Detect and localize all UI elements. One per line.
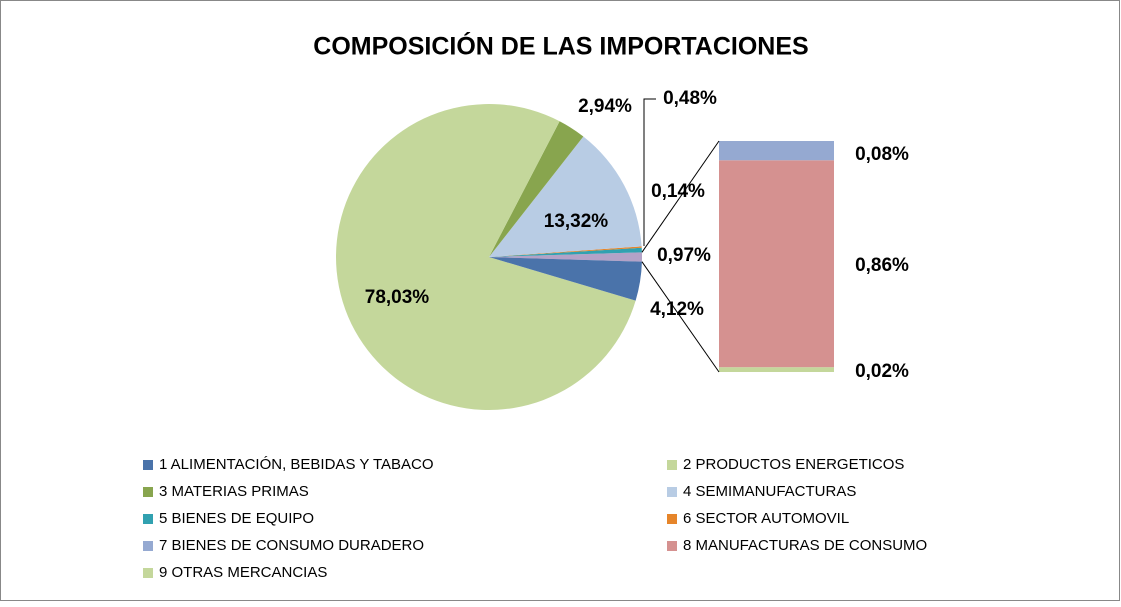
pie-slice [489,136,642,257]
pie-slice [489,252,642,262]
legend-swatch [143,460,153,470]
data-label: 0,08% [855,144,909,165]
data-label: 0,97% [657,245,711,266]
legend-swatch [143,514,153,524]
legend-swatch [667,460,677,470]
legend-label: 5 BIENES DE EQUIPO [159,510,314,527]
connector [641,261,720,373]
legend-label: 8 MANUFACTURAS DE CONSUMO [683,537,927,554]
legend-swatch [667,514,677,524]
data-label: 0,02% [855,361,909,382]
legend-label: 2 PRODUCTOS ENERGETICOS [683,456,904,473]
leader-line [643,98,656,246]
pie-slice [489,121,584,257]
chart-title: COMPOSICIÓN DE LAS IMPORTACIONES [313,31,808,61]
legend-label: 4 SEMIMANUFACTURAS [683,483,856,500]
legend-label: 7 BIENES DE CONSUMO DURADERO [159,537,424,554]
bar-segment [719,141,834,161]
legend-swatch [667,541,677,551]
legend-swatch [143,487,153,497]
bar-segment [719,160,834,368]
legend-swatch [143,541,153,551]
pie-slice [489,247,642,257]
pie-slice [489,246,642,257]
legend-swatch [143,568,153,578]
legend-label: 1 ALIMENTACIÓN, BEBIDAS Y TABACO [159,456,434,473]
legend-label: 9 OTRAS MERCANCIAS [159,564,327,581]
data-label: 0,48% [663,88,717,109]
data-label: 4,12% [650,299,704,320]
data-label: 13,32% [544,211,609,232]
legend-label: 6 SECTOR AUTOMOVIL [683,510,849,527]
pie-slice [336,104,636,411]
data-label: 0,86% [855,255,909,276]
connector [641,140,720,253]
pie-slice [489,257,642,301]
data-label: 78,03% [365,287,430,308]
data-label: 2,94% [578,96,632,117]
legend-swatch [667,487,677,497]
bar-segment [719,367,834,372]
legend-label: 3 MATERIAS PRIMAS [159,483,309,500]
data-label: 0,14% [651,181,705,202]
